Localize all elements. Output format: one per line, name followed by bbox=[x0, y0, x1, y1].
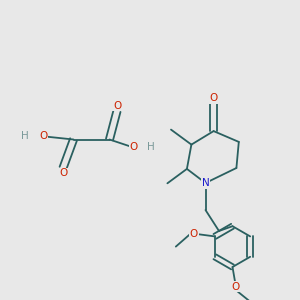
Text: O: O bbox=[113, 100, 121, 111]
Text: O: O bbox=[129, 142, 138, 152]
Text: O: O bbox=[209, 93, 218, 103]
Text: O: O bbox=[190, 229, 198, 239]
Text: O: O bbox=[39, 131, 48, 141]
Text: H: H bbox=[147, 142, 154, 152]
Text: H: H bbox=[21, 131, 28, 141]
Text: O: O bbox=[231, 282, 240, 292]
Text: O: O bbox=[59, 168, 67, 178]
Text: N: N bbox=[202, 178, 209, 188]
